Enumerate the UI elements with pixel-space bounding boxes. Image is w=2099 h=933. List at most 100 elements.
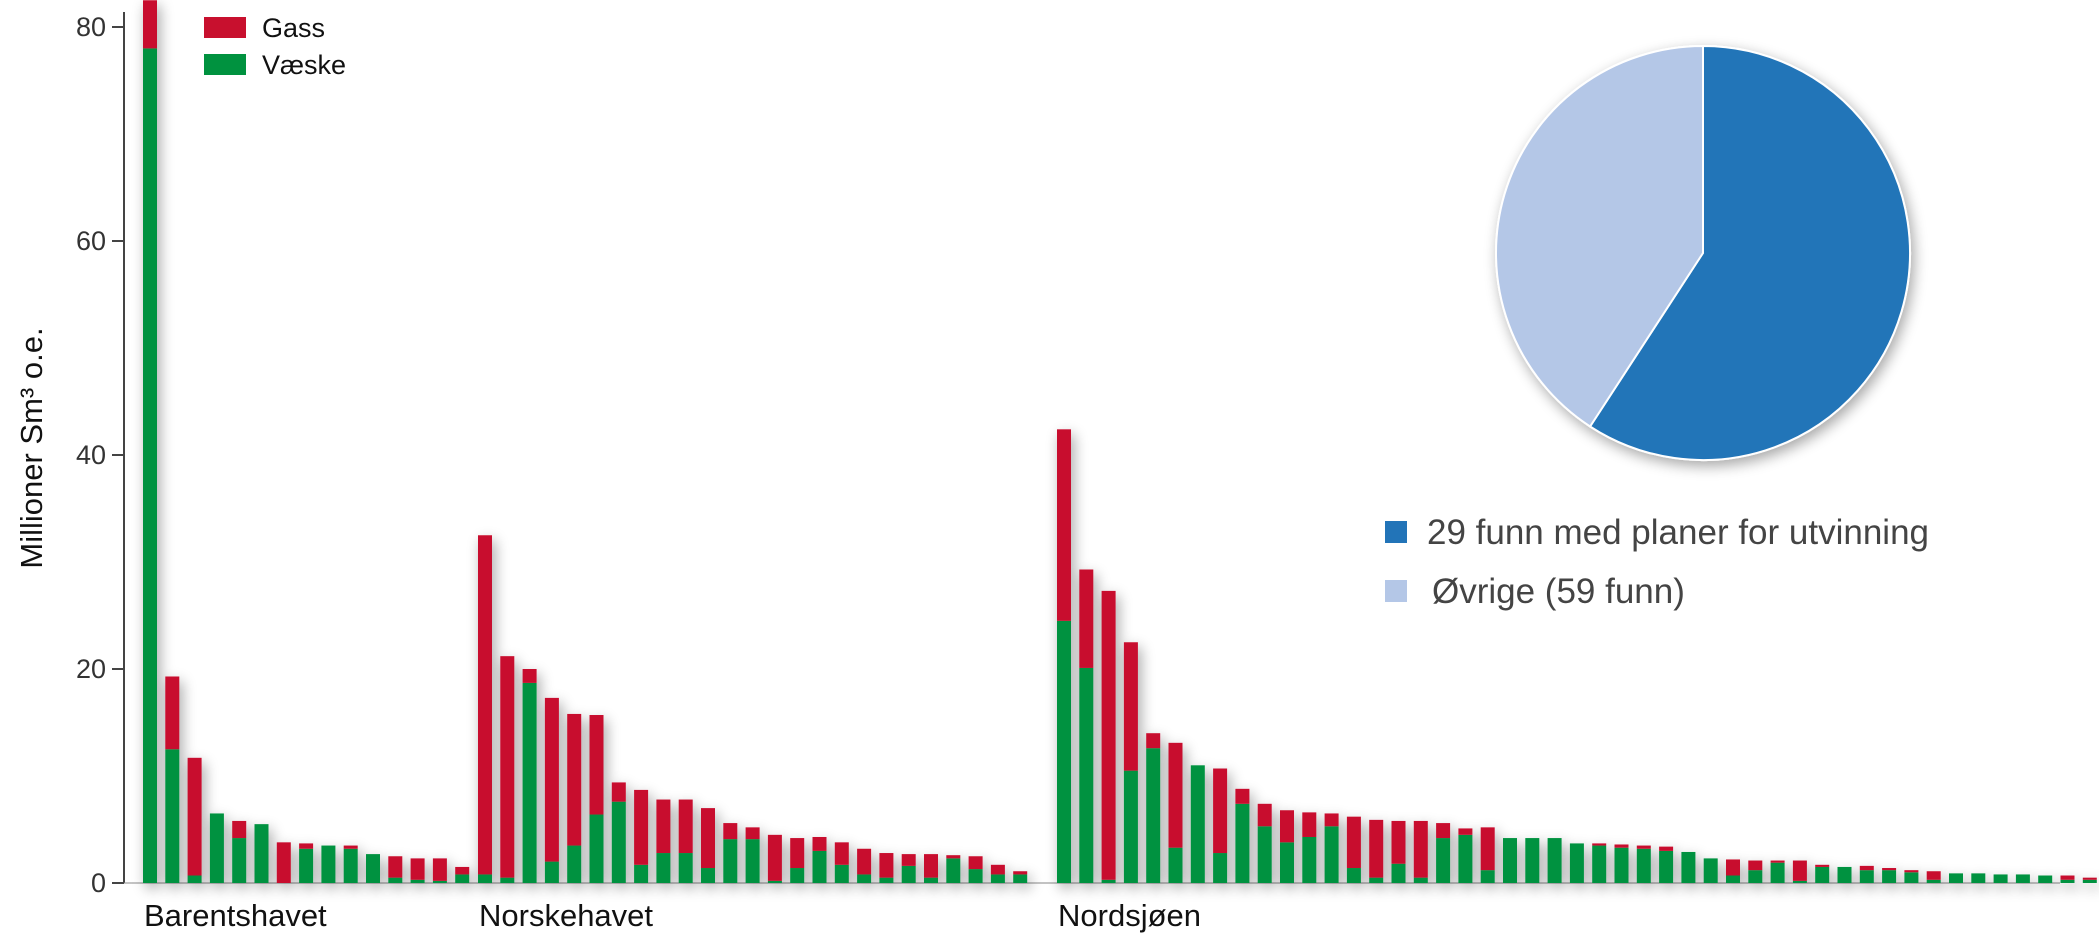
bar-segment-vaeske (1213, 853, 1228, 883)
bar-segment-vaeske (611, 801, 626, 883)
bar-segment-gass (1324, 813, 1339, 827)
bar-segment-vaeske (656, 853, 671, 883)
bar-segment-vaeske (589, 814, 604, 883)
bar-segment-vaeske (567, 845, 582, 883)
bar-segment-gass (634, 789, 649, 865)
bar-segment-vaeske (1013, 874, 1028, 883)
bar-segment-gass (790, 838, 805, 869)
bar-segment-gass (1770, 860, 1785, 863)
bar-segment-vaeske (1324, 826, 1339, 883)
legend-swatch-gass (204, 17, 246, 38)
bar-segment-gass (1123, 642, 1138, 771)
legend-label-gass: Gass (262, 13, 325, 43)
bar-segment-vaeske (857, 874, 872, 883)
bar-segment-vaeske (1057, 620, 1071, 883)
bar-segment-gass (1101, 590, 1116, 880)
bar-segment-gass (1592, 843, 1607, 846)
bar-segment-gass (1859, 865, 1874, 871)
y-ticks: 0 20 40 60 80 (76, 12, 124, 898)
bar-segment-vaeske (901, 865, 916, 883)
bar-segment-gass (701, 808, 715, 869)
bar-segment-vaeske (1792, 880, 1807, 883)
bar-segment-gass (1235, 788, 1250, 804)
bar-segment-gass (1458, 828, 1473, 835)
bar-segment-gass (857, 848, 872, 875)
bar-segment-vaeske (1413, 877, 1428, 883)
bar-segment-gass (1436, 823, 1451, 839)
pie-legend: 29 funn med planer for utvinning Øvrige … (1385, 513, 1929, 611)
bar-segment-gass (1346, 816, 1361, 869)
region-label: Nordsjøen (1058, 898, 1201, 933)
bar-segment-vaeske (1123, 770, 1138, 883)
bar-segment-gass (522, 669, 537, 683)
bar-segment-vaeske (2060, 879, 2075, 883)
bar-segment-gass (1882, 868, 1897, 871)
bar-segment-vaeske (968, 869, 983, 883)
bar-segment-vaeske (388, 877, 403, 883)
bar-segment-vaeske (1079, 667, 1094, 883)
bar-segment-gass (187, 757, 202, 876)
bar-segment-vaeske (1636, 848, 1651, 883)
bar-segment-gass (343, 845, 358, 849)
bar-segment-gass (1369, 819, 1384, 878)
bar-segment-gass (1280, 810, 1294, 843)
legend-label-vaeske: Væske (262, 50, 346, 80)
bar-segment-vaeske (143, 48, 157, 883)
bar-segment-vaeske (1190, 765, 1205, 883)
bar-segment-vaeske (1569, 843, 1584, 883)
bar-segment-vaeske (790, 868, 805, 883)
bar-segment-vaeske (1748, 870, 1763, 883)
bar-segment-gass (1391, 820, 1406, 864)
bar-segment-vaeske (1659, 850, 1674, 883)
bar-segment-vaeske (1235, 803, 1250, 883)
bar-segment-gass (879, 853, 894, 878)
bar-segment-vaeske (634, 864, 649, 883)
pie-legend-swatch-planer (1385, 521, 1407, 543)
bar-segment-gass (1146, 733, 1161, 749)
bar-segment-vaeske (299, 848, 314, 883)
bar-segment-vaeske (410, 879, 425, 883)
bar-segment-vaeske (1703, 858, 1718, 883)
bar-segment-vaeske (1837, 866, 1852, 883)
bar-segment-gass (1726, 859, 1740, 876)
bar-segment-vaeske (745, 839, 760, 883)
bar-segment-gass (455, 866, 470, 875)
bar-segment-vaeske (478, 874, 492, 883)
bar-segment-gass (656, 799, 671, 854)
pie-legend-swatch-ovrige (1385, 580, 1407, 602)
bar-segment-vaeske (879, 877, 894, 883)
bar-segment-vaeske (455, 874, 470, 883)
bar-segment-vaeske (946, 858, 961, 883)
y-tick-label: 0 (91, 868, 106, 898)
bar-segment-gass (678, 799, 693, 854)
bar-segment-gass (834, 842, 849, 865)
bar-segment-gass (410, 858, 425, 880)
bar-segment-gass (1213, 768, 1228, 854)
bar-segment-vaeske (1726, 875, 1740, 883)
bar-legend: Gass Væske (204, 13, 346, 80)
bar-segment-vaeske (1168, 847, 1183, 883)
bar-segment-vaeske (1369, 877, 1384, 883)
bar-segment-vaeske (1346, 868, 1361, 883)
bar-segment-gass (1926, 871, 1941, 880)
bar-segment-vaeske (522, 682, 537, 883)
bar-segment-gass (1614, 844, 1629, 848)
bar-segment-gass (1480, 827, 1495, 871)
bar-segment-gass (232, 820, 247, 839)
bar-segment-vaeske (834, 864, 849, 883)
bar-segment-vaeske (254, 824, 269, 883)
bar-segment-vaeske (1146, 748, 1161, 883)
bar-segment-vaeske (990, 874, 1005, 883)
bar-segment-gass (723, 823, 738, 840)
bar-group (143, 0, 2097, 883)
region-label: Norskehavet (479, 898, 653, 933)
bar-segment-gass (478, 535, 492, 875)
bar-segment-gass (1636, 845, 1651, 849)
bar-segment-gass (1057, 429, 1071, 621)
bar-segment-gass (924, 854, 938, 878)
y-tick-label: 60 (76, 226, 106, 256)
bar-segment-gass (990, 864, 1005, 875)
bar-segment-vaeske (678, 853, 693, 883)
bar-segment-gass (1168, 742, 1183, 848)
